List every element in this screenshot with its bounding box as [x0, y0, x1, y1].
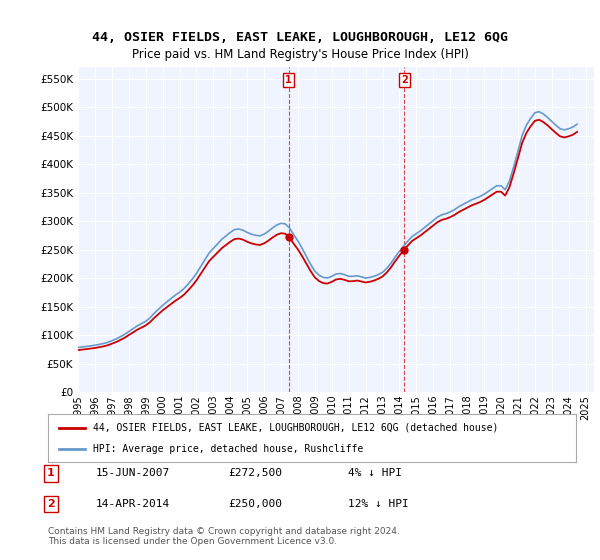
Text: 4% ↓ HPI: 4% ↓ HPI [348, 468, 402, 478]
Text: Price paid vs. HM Land Registry's House Price Index (HPI): Price paid vs. HM Land Registry's House … [131, 48, 469, 60]
Text: 14-APR-2014: 14-APR-2014 [96, 499, 170, 509]
Text: 2: 2 [401, 76, 408, 85]
Text: 2: 2 [47, 499, 55, 509]
Text: £250,000: £250,000 [228, 499, 282, 509]
Text: 12% ↓ HPI: 12% ↓ HPI [348, 499, 409, 509]
Text: 1: 1 [47, 468, 55, 478]
Text: £272,500: £272,500 [228, 468, 282, 478]
Text: HPI: Average price, detached house, Rushcliffe: HPI: Average price, detached house, Rush… [93, 444, 363, 454]
Text: 1: 1 [285, 76, 292, 85]
Text: 44, OSIER FIELDS, EAST LEAKE, LOUGHBOROUGH, LE12 6QG: 44, OSIER FIELDS, EAST LEAKE, LOUGHBOROU… [92, 31, 508, 44]
Text: 15-JUN-2007: 15-JUN-2007 [96, 468, 170, 478]
Text: Contains HM Land Registry data © Crown copyright and database right 2024.
This d: Contains HM Land Registry data © Crown c… [48, 526, 400, 546]
Text: 44, OSIER FIELDS, EAST LEAKE, LOUGHBOROUGH, LE12 6QG (detached house): 44, OSIER FIELDS, EAST LEAKE, LOUGHBOROU… [93, 423, 498, 433]
